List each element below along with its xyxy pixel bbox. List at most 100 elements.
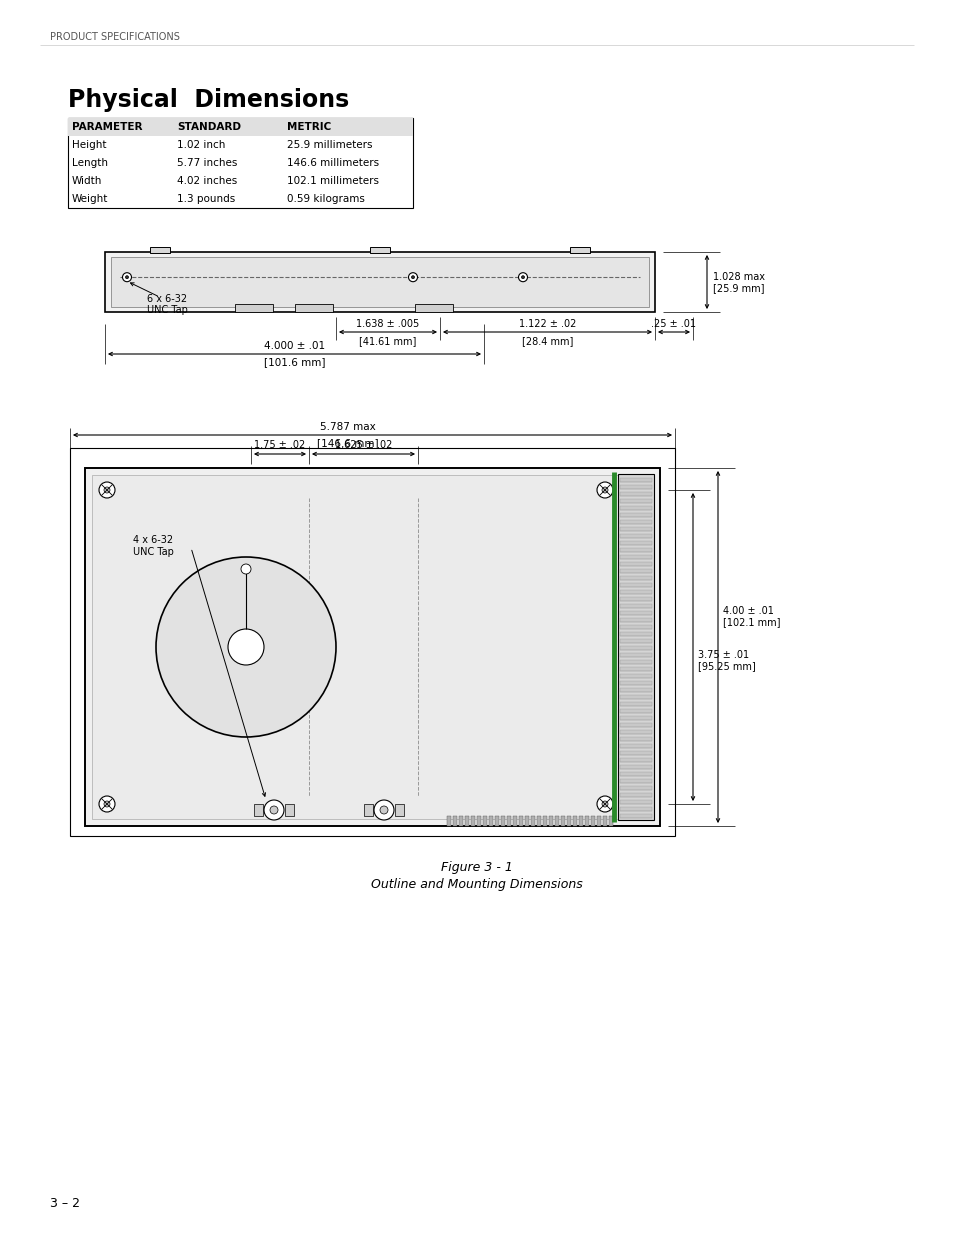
Bar — [619, 527, 651, 531]
Text: 4.000 ± .01: 4.000 ± .01 — [264, 341, 325, 351]
Bar — [619, 709, 651, 713]
Bar — [619, 779, 651, 783]
Bar — [619, 751, 651, 755]
Bar — [618, 474, 654, 820]
Text: UNC Tap: UNC Tap — [132, 547, 173, 557]
Bar — [476, 816, 480, 826]
Text: 1.625 ± .02: 1.625 ± .02 — [335, 440, 392, 450]
Text: 5.787 max: 5.787 max — [319, 422, 375, 432]
Text: Outline and Mounting Dimensions: Outline and Mounting Dimensions — [371, 878, 582, 890]
Circle shape — [601, 487, 607, 493]
Bar — [608, 816, 613, 826]
Bar — [619, 653, 651, 657]
Text: .25 ± .01: .25 ± .01 — [651, 319, 696, 329]
Bar — [619, 688, 651, 692]
Text: 102.1 millimeters: 102.1 millimeters — [287, 177, 378, 186]
Bar — [619, 506, 651, 510]
Text: 0.59 kilograms: 0.59 kilograms — [287, 194, 364, 204]
Bar — [619, 667, 651, 671]
Circle shape — [601, 802, 607, 806]
Bar — [619, 730, 651, 734]
Bar — [619, 590, 651, 594]
Bar — [619, 499, 651, 503]
Bar — [597, 816, 600, 826]
Bar — [464, 816, 469, 826]
Bar — [566, 816, 571, 826]
Circle shape — [521, 275, 524, 279]
Text: [95.25 mm]: [95.25 mm] — [698, 661, 755, 671]
Circle shape — [597, 482, 613, 498]
Text: 3.75 ± .01: 3.75 ± .01 — [698, 650, 748, 659]
Bar — [619, 625, 651, 629]
Bar — [619, 562, 651, 566]
Text: Width: Width — [71, 177, 102, 186]
Circle shape — [122, 273, 132, 282]
Bar — [619, 478, 651, 482]
Bar — [619, 618, 651, 622]
Circle shape — [408, 273, 417, 282]
Bar — [619, 597, 651, 601]
Bar — [619, 680, 651, 685]
Bar — [524, 816, 529, 826]
Bar — [105, 252, 655, 312]
Bar — [578, 816, 582, 826]
Bar — [537, 816, 540, 826]
Bar — [285, 804, 294, 816]
Text: Physical  Dimensions: Physical Dimensions — [68, 88, 349, 112]
Text: [146.6 mm]: [146.6 mm] — [316, 438, 378, 448]
Text: Length: Length — [71, 158, 108, 168]
Circle shape — [264, 800, 284, 820]
Bar — [619, 646, 651, 650]
Circle shape — [411, 275, 414, 279]
Bar — [619, 701, 651, 706]
Bar — [584, 816, 588, 826]
Circle shape — [270, 806, 277, 814]
Bar — [619, 800, 651, 804]
Bar — [68, 119, 413, 136]
Bar — [531, 816, 535, 826]
Text: 146.6 millimeters: 146.6 millimeters — [287, 158, 378, 168]
Text: 1.122 ± .02: 1.122 ± .02 — [518, 319, 576, 329]
Bar — [234, 304, 273, 312]
Bar — [453, 816, 456, 826]
Circle shape — [126, 275, 129, 279]
Bar — [619, 793, 651, 797]
Bar — [619, 492, 651, 496]
Text: 6 x 6-32: 6 x 6-32 — [147, 294, 187, 304]
Bar — [619, 785, 651, 790]
Bar — [447, 816, 451, 826]
Bar — [495, 816, 498, 826]
Circle shape — [228, 629, 264, 664]
Bar — [619, 632, 651, 636]
Bar — [619, 814, 651, 818]
Text: [25.9 mm]: [25.9 mm] — [712, 283, 763, 293]
Text: 4 x 6-32: 4 x 6-32 — [132, 535, 172, 545]
Circle shape — [156, 557, 335, 737]
Text: Height: Height — [71, 140, 107, 149]
Bar — [619, 541, 651, 545]
Bar — [619, 569, 651, 573]
Text: Figure 3 - 1: Figure 3 - 1 — [440, 861, 513, 874]
Bar — [619, 772, 651, 776]
Circle shape — [99, 797, 115, 811]
Bar — [619, 764, 651, 769]
Text: [102.1 mm]: [102.1 mm] — [722, 618, 780, 627]
Bar — [68, 119, 413, 207]
Bar — [364, 804, 373, 816]
Bar — [619, 604, 651, 608]
Bar — [619, 485, 651, 489]
Text: METRIC: METRIC — [287, 122, 331, 132]
Bar — [619, 638, 651, 643]
Text: [101.6 mm]: [101.6 mm] — [263, 357, 325, 367]
Text: PRODUCT SPECIFICATIONS: PRODUCT SPECIFICATIONS — [50, 32, 180, 42]
Bar — [619, 513, 651, 517]
Bar — [619, 758, 651, 762]
Text: 4.02 inches: 4.02 inches — [177, 177, 237, 186]
Bar — [619, 548, 651, 552]
Bar — [500, 816, 504, 826]
Bar — [619, 659, 651, 664]
Circle shape — [379, 806, 388, 814]
Text: STANDARD: STANDARD — [177, 122, 241, 132]
Bar — [619, 695, 651, 699]
Bar — [370, 247, 390, 253]
